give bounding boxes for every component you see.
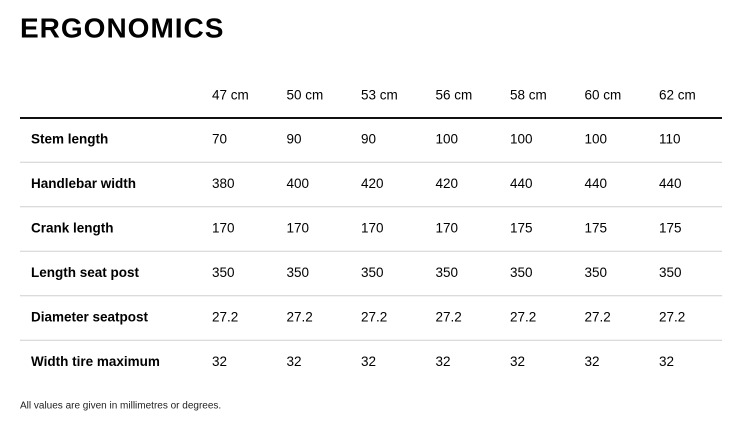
title: ERGONOMICS (20, 12, 224, 43)
cell: 350 (510, 265, 533, 280)
cell: 175 (659, 221, 682, 236)
cell: 350 (212, 265, 235, 280)
cell: 27.2 (585, 310, 611, 325)
cell: 32 (659, 354, 674, 369)
cell: 440 (510, 176, 533, 191)
footnote: All values are given in millimetres or d… (20, 401, 221, 412)
cell: 32 (361, 354, 376, 369)
cell: 70 (212, 132, 227, 147)
row-label: Length seat post (31, 265, 140, 280)
cell: 32 (436, 354, 451, 369)
cell: 100 (585, 132, 608, 147)
cell: 27.2 (361, 310, 387, 325)
cell: 90 (287, 132, 302, 147)
row-label: Crank length (31, 221, 114, 236)
cell: 400 (287, 176, 310, 191)
cell: 27.2 (436, 310, 462, 325)
row-label: Diameter seatpost (31, 310, 149, 325)
cell: 32 (212, 354, 227, 369)
cell: 420 (361, 176, 384, 191)
column-header: 47 cm (212, 88, 249, 103)
cell: 350 (361, 265, 384, 280)
cell: 170 (436, 221, 459, 236)
cell: 170 (212, 221, 235, 236)
cell: 27.2 (212, 310, 238, 325)
cell: 100 (436, 132, 459, 147)
column-header: 53 cm (361, 88, 398, 103)
cell: 350 (287, 265, 310, 280)
cell: 170 (287, 221, 310, 236)
cell: 350 (585, 265, 608, 280)
column-header: 58 cm (510, 88, 547, 103)
cell: 90 (361, 132, 376, 147)
column-header: 50 cm (287, 88, 324, 103)
cell: 380 (212, 176, 235, 191)
cell: 32 (287, 354, 302, 369)
cell: 27.2 (659, 310, 685, 325)
cell: 350 (436, 265, 459, 280)
row-label: Handlebar width (31, 176, 136, 191)
cell: 27.2 (510, 310, 536, 325)
column-header: 60 cm (585, 88, 622, 103)
row-label: Width tire maximum (31, 354, 160, 369)
cell: 420 (436, 176, 459, 191)
cell: 110 (659, 132, 681, 147)
cell: 27.2 (287, 310, 313, 325)
cell: 175 (510, 221, 533, 236)
column-header: 62 cm (659, 88, 696, 103)
cell: 32 (585, 354, 600, 369)
cell: 440 (659, 176, 682, 191)
cell: 440 (585, 176, 608, 191)
row-label: Stem length (31, 132, 108, 147)
cell: 170 (361, 221, 384, 236)
cell: 175 (585, 221, 608, 236)
column-header: 56 cm (436, 88, 473, 103)
cell: 100 (510, 132, 533, 147)
cell: 350 (659, 265, 682, 280)
cell: 32 (510, 354, 525, 369)
